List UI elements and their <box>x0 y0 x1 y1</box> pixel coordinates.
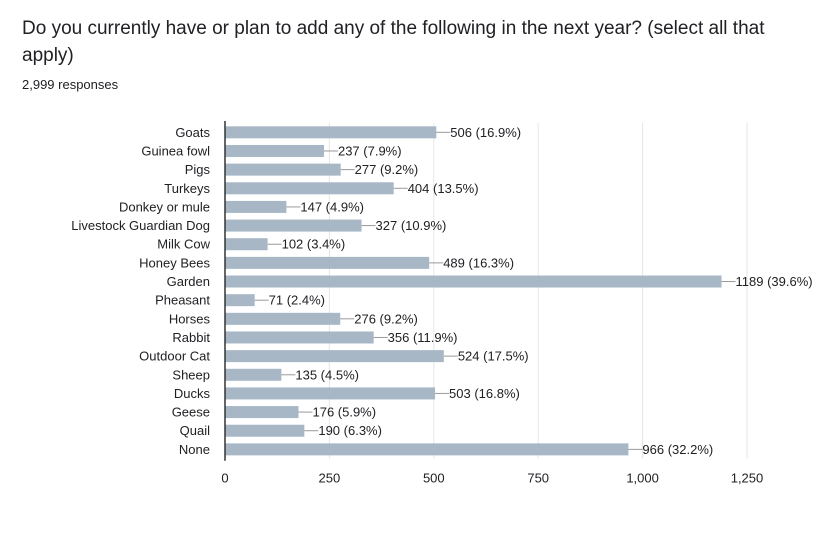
data-label: 506 (16.9%) <box>450 125 521 140</box>
category-label: Horses <box>169 311 211 326</box>
data-label: 489 (16.3%) <box>443 255 514 270</box>
bar <box>225 200 287 213</box>
category-label: Geese <box>172 405 210 420</box>
x-tick-label: 0 <box>221 471 228 486</box>
bar <box>225 219 362 232</box>
data-label: 356 (11.9%) <box>388 330 458 345</box>
bar <box>225 275 722 288</box>
bar <box>225 350 444 363</box>
bar <box>225 424 305 437</box>
bar <box>225 238 268 251</box>
data-label: 71 (2.4%) <box>269 293 325 308</box>
bar <box>225 126 437 139</box>
data-label: 503 (16.8%) <box>449 386 520 401</box>
bar <box>225 294 255 307</box>
category-label: Honey Bees <box>139 255 210 270</box>
data-label: 404 (13.5%) <box>408 181 479 196</box>
category-label: Garden <box>167 274 210 289</box>
category-label: Pigs <box>185 162 211 177</box>
x-tick-label: 1,000 <box>626 471 659 486</box>
category-label: Donkey or mule <box>119 199 210 214</box>
category-label: None <box>179 442 210 457</box>
bar <box>225 443 629 456</box>
category-label: Milk Cow <box>157 237 210 252</box>
category-label: Sheep <box>172 367 210 382</box>
category-label: Livestock Guardian Dog <box>71 218 210 233</box>
bar <box>225 182 394 195</box>
category-label: Quail <box>180 423 210 438</box>
data-label: 1189 (39.6%) <box>736 274 813 289</box>
x-tick-label: 750 <box>527 471 549 486</box>
bar <box>225 387 436 400</box>
data-label: 524 (17.5%) <box>458 349 529 364</box>
data-label: 102 (3.4%) <box>282 237 346 252</box>
x-tick-label: 250 <box>319 471 341 486</box>
data-label: 277 (9.2%) <box>355 162 419 177</box>
bar <box>225 144 324 157</box>
category-label: Rabbit <box>172 330 210 345</box>
bar <box>225 256 430 269</box>
bar <box>225 406 299 419</box>
category-label: Outdoor Cat <box>139 349 210 364</box>
bar <box>225 331 374 344</box>
data-label: 176 (5.9%) <box>312 405 376 420</box>
data-label: 237 (7.9%) <box>338 143 402 158</box>
bar <box>225 163 341 176</box>
category-label: Ducks <box>174 386 211 401</box>
x-tick-label: 500 <box>423 471 445 486</box>
data-label: 135 (4.5%) <box>295 367 359 382</box>
category-label: Goats <box>175 125 210 140</box>
data-label: 966 (32.2%) <box>642 442 713 457</box>
bar <box>225 312 341 325</box>
category-label: Pheasant <box>155 293 210 308</box>
data-label: 190 (6.3%) <box>318 423 382 438</box>
category-label: Turkeys <box>164 181 210 196</box>
x-tick-label: 1,250 <box>731 471 764 486</box>
data-label: 147 (4.9%) <box>300 199 364 214</box>
question-title: Do you currently have or plan to add any… <box>22 18 765 66</box>
data-label: 276 (9.2%) <box>354 311 418 326</box>
category-label: Guinea fowl <box>141 143 210 158</box>
bar <box>225 368 282 381</box>
response-count: 2,999 responses <box>22 77 119 92</box>
data-label: 327 (10.9%) <box>376 218 447 233</box>
